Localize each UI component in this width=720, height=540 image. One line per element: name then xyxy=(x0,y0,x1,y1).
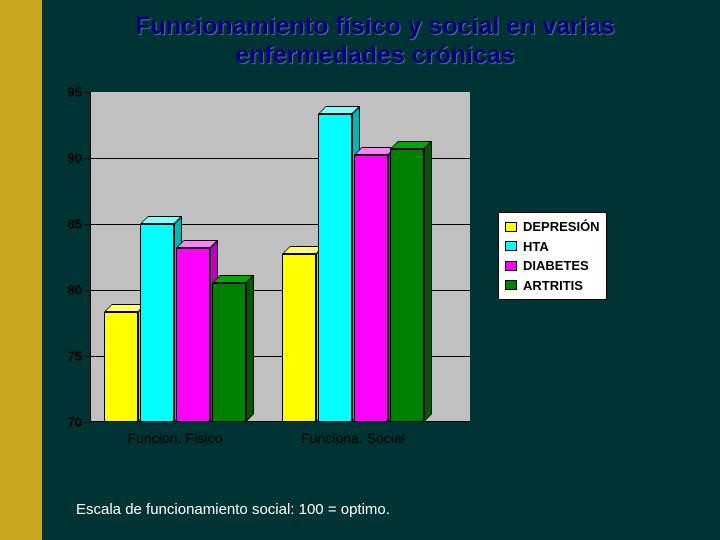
x-axis-label: Funcion. Físico xyxy=(104,430,246,446)
y-axis-label: 85 xyxy=(68,217,82,232)
footnote: Escala de funcionamiento social: 100 = o… xyxy=(76,501,390,518)
accent-bar xyxy=(0,0,42,540)
plot-area: 707580859095 xyxy=(90,92,470,422)
bar xyxy=(176,248,210,422)
bar xyxy=(390,149,424,422)
y-axis-label: 95 xyxy=(68,85,82,100)
page-title: Funcionamiento físico y social en varias… xyxy=(50,12,700,70)
y-tick xyxy=(84,158,90,159)
legend-item: ARTRITIS xyxy=(505,276,600,296)
bar-chart: 707580859095 DEPRESIÓNHTADIABETESARTRITI… xyxy=(58,92,668,452)
y-tick xyxy=(84,224,90,225)
bar xyxy=(212,283,246,422)
legend-swatch xyxy=(505,280,517,290)
y-tick xyxy=(84,356,90,357)
x-axis-label: Funciona. Social xyxy=(282,430,424,446)
bar xyxy=(318,114,352,422)
legend-label: ARTRITIS xyxy=(523,276,583,296)
y-axis-label: 80 xyxy=(68,283,82,298)
bar xyxy=(140,224,174,422)
legend-item: DEPRESIÓN xyxy=(505,217,600,237)
slide: Funcionamiento físico y social en varias… xyxy=(0,0,720,540)
y-tick xyxy=(84,422,90,423)
bar xyxy=(104,312,138,422)
bar xyxy=(282,254,316,422)
legend-item: HTA xyxy=(505,237,600,257)
legend: DEPRESIÓNHTADIABETESARTRITIS xyxy=(498,212,607,300)
legend-label: HTA xyxy=(523,237,549,257)
y-axis-label: 75 xyxy=(68,349,82,364)
y-tick xyxy=(84,290,90,291)
legend-label: DEPRESIÓN xyxy=(523,217,600,237)
y-axis-label: 70 xyxy=(68,415,82,430)
legend-swatch xyxy=(505,241,517,251)
y-axis-label: 90 xyxy=(68,151,82,166)
bar xyxy=(354,155,388,422)
legend-item: DIABETES xyxy=(505,256,600,276)
legend-swatch xyxy=(505,222,517,232)
y-tick xyxy=(84,92,90,93)
legend-label: DIABETES xyxy=(523,256,589,276)
legend-swatch xyxy=(505,261,517,271)
